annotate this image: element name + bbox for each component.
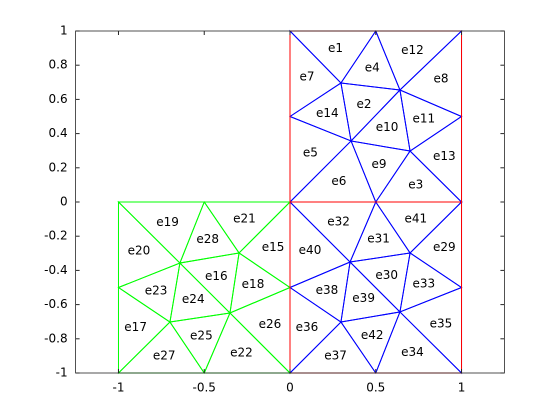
- element-label: e38: [316, 283, 339, 297]
- x-tick-label: 0: [286, 381, 294, 395]
- element-label: e17: [124, 320, 147, 334]
- y-tick-label: -0.4: [44, 263, 67, 277]
- element-label: e11: [413, 112, 436, 126]
- element-label: e21: [233, 211, 256, 225]
- element-label: e42: [361, 328, 384, 342]
- element-label: e16: [205, 269, 228, 283]
- element-label: e2: [356, 97, 371, 111]
- mesh-element: [288, 82, 352, 142]
- element-label: e15: [262, 240, 285, 254]
- mesh-element: [340, 311, 401, 375]
- y-tick-label: 1: [60, 24, 68, 38]
- element-label: e31: [367, 231, 390, 245]
- element-label: e8: [433, 72, 448, 86]
- x-tick-label: -1: [112, 381, 124, 395]
- element-label: e26: [259, 317, 282, 331]
- element-label: e35: [430, 317, 453, 331]
- element-label: e25: [190, 329, 213, 343]
- element-label: e27: [153, 349, 176, 363]
- x-tick-label: -0.5: [193, 381, 216, 395]
- element-label: e29: [433, 240, 456, 254]
- element-label: e37: [324, 349, 347, 363]
- element-label: e4: [365, 60, 380, 74]
- y-tick-label: 0.8: [49, 58, 68, 72]
- y-tick-label: -1: [56, 366, 68, 380]
- element-label: e7: [299, 69, 314, 83]
- y-tick-label: -0.6: [44, 297, 67, 311]
- element-label: e18: [242, 277, 265, 291]
- element-label: e30: [375, 268, 398, 282]
- x-tick-label: 1: [458, 381, 466, 395]
- element-label: e39: [352, 291, 375, 305]
- element-label: e33: [413, 277, 436, 291]
- element-label: e34: [401, 345, 424, 359]
- mesh-element: [179, 200, 240, 264]
- x-tick-label: 0.5: [366, 381, 385, 395]
- element-label: e28: [196, 232, 219, 246]
- element-label: e36: [296, 320, 319, 334]
- y-tick-label: -0.8: [44, 331, 67, 345]
- element-label: e9: [371, 157, 386, 171]
- element-label: e24: [182, 292, 205, 306]
- element-label: e20: [128, 243, 151, 257]
- y-tick-label: -0.2: [44, 229, 67, 243]
- element-label: e23: [145, 283, 168, 297]
- y-tick-label: 0.4: [49, 126, 68, 140]
- element-label: e10: [376, 120, 399, 134]
- element-label: e32: [327, 215, 350, 229]
- element-label: e5: [303, 146, 318, 160]
- element-label: e3: [408, 178, 423, 192]
- element-label: e1: [328, 41, 343, 55]
- element-label: e12: [401, 43, 424, 57]
- element-label: e22: [230, 345, 253, 359]
- element-label: e40: [299, 243, 322, 257]
- element-label: e19: [156, 215, 179, 229]
- y-tick-label: 0.6: [49, 92, 68, 106]
- y-tick-label: 0: [60, 195, 68, 209]
- element-label: e41: [404, 211, 427, 225]
- element-label: e13: [433, 149, 456, 163]
- y-tick-label: 0.2: [49, 160, 68, 174]
- element-label: e6: [331, 174, 346, 188]
- element-label: e14: [316, 106, 339, 120]
